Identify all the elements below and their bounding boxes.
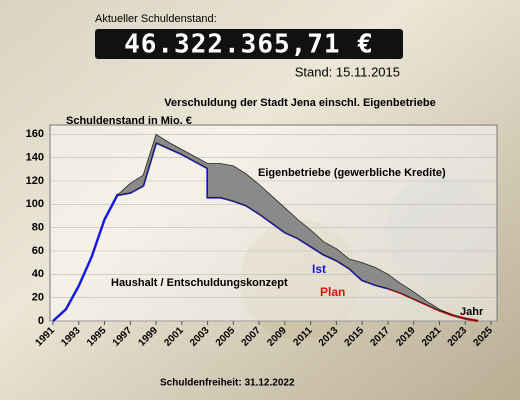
chart-title: Verschuldung der Stadt Jena einschl. Eig… [164, 97, 435, 109]
y-tick-label: 60 [32, 245, 44, 257]
coin-decor [385, 175, 495, 285]
y-tick-label: 20 [32, 292, 44, 304]
counter-box [95, 29, 403, 59]
series-label: Ist [312, 262, 326, 276]
annotation: Eigenbetriebe (gewerbliche Kredite) [258, 167, 446, 179]
y-tick-label: 100 [26, 198, 44, 210]
y-axis-label: Schuldenstand in Mio. € [66, 115, 192, 127]
counter-value: 46.322.365,71 € [124, 30, 374, 60]
y-tick-label: 140 [26, 152, 44, 164]
counter-label: Aktueller Schuldenstand: [95, 13, 217, 25]
y-tick-label: 0 [38, 315, 44, 327]
y-tick-label: 40 [32, 268, 44, 280]
annotation: Haushalt / Entschuldungskonzept [111, 277, 288, 289]
annotation: Schuldenfreiheit: 31.12.2022 [160, 378, 295, 389]
y-tick-label: 160 [26, 128, 44, 140]
y-tick-label: 120 [26, 175, 44, 187]
y-tick-label: 80 [32, 222, 44, 234]
series-label: Plan [320, 285, 345, 299]
stand-date: Stand: 15.11.2015 [295, 64, 400, 79]
x-axis-label: Jahr [460, 306, 484, 318]
stacked-area [116, 133, 479, 322]
